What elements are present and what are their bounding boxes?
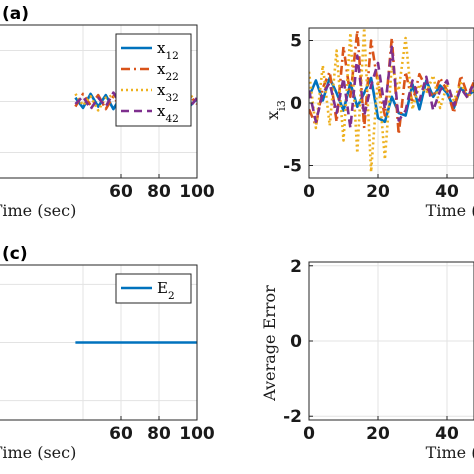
- series-group: [309, 28, 474, 174]
- x-tick-label: 100: [179, 424, 215, 444]
- y-tick-label: -2: [283, 407, 302, 427]
- panel-label: (a): [2, 4, 29, 24]
- x-tick-label: 0: [303, 182, 315, 202]
- y-tick-label: 0: [290, 332, 302, 352]
- x-tick-label: 60: [109, 182, 133, 202]
- y-axis-label: Average Error: [260, 285, 279, 402]
- legend-label-x22: x22: [157, 60, 179, 83]
- x-tick-label: 40: [435, 424, 459, 444]
- y-tick-label: -5: [283, 157, 302, 177]
- panel-c: 60 80 100 Time (sec) (c) E2: [0, 244, 215, 462]
- legend-label-E2: E2: [157, 279, 175, 302]
- y-tick-label: 2: [290, 257, 302, 277]
- series-line-x33: [309, 28, 474, 174]
- x-axis-label: Time (sec): [426, 201, 474, 220]
- y-tick-label: 5: [290, 32, 302, 52]
- y-axis-label: xi3: [263, 100, 288, 120]
- x-tick-label: 40: [435, 182, 459, 202]
- panel-label: (c): [2, 244, 28, 264]
- x-axis-label: Time (sec): [0, 443, 76, 462]
- x-tick-label: 100: [179, 182, 215, 202]
- legend-label-x12: x12: [157, 39, 179, 62]
- x-tick-label: 80: [147, 182, 171, 202]
- series-line-x43: [309, 45, 474, 130]
- axes-frame: [0, 24, 198, 179]
- x-tick-label: 60: [109, 424, 133, 444]
- x-tick-label: 0: [303, 424, 315, 444]
- x-axis-label: Time (sec): [0, 201, 76, 220]
- x-tick-label: 20: [366, 182, 390, 202]
- x-axis-label: Time (sec): [426, 443, 474, 462]
- legend-label-x32: x32: [157, 81, 179, 104]
- legend-label-x42: x42: [157, 102, 179, 125]
- axes-frame: [0, 264, 198, 421]
- x-tick-label: 20: [366, 424, 390, 444]
- y-tick-label: 0: [290, 94, 302, 114]
- x-tick-label: 80: [147, 424, 171, 444]
